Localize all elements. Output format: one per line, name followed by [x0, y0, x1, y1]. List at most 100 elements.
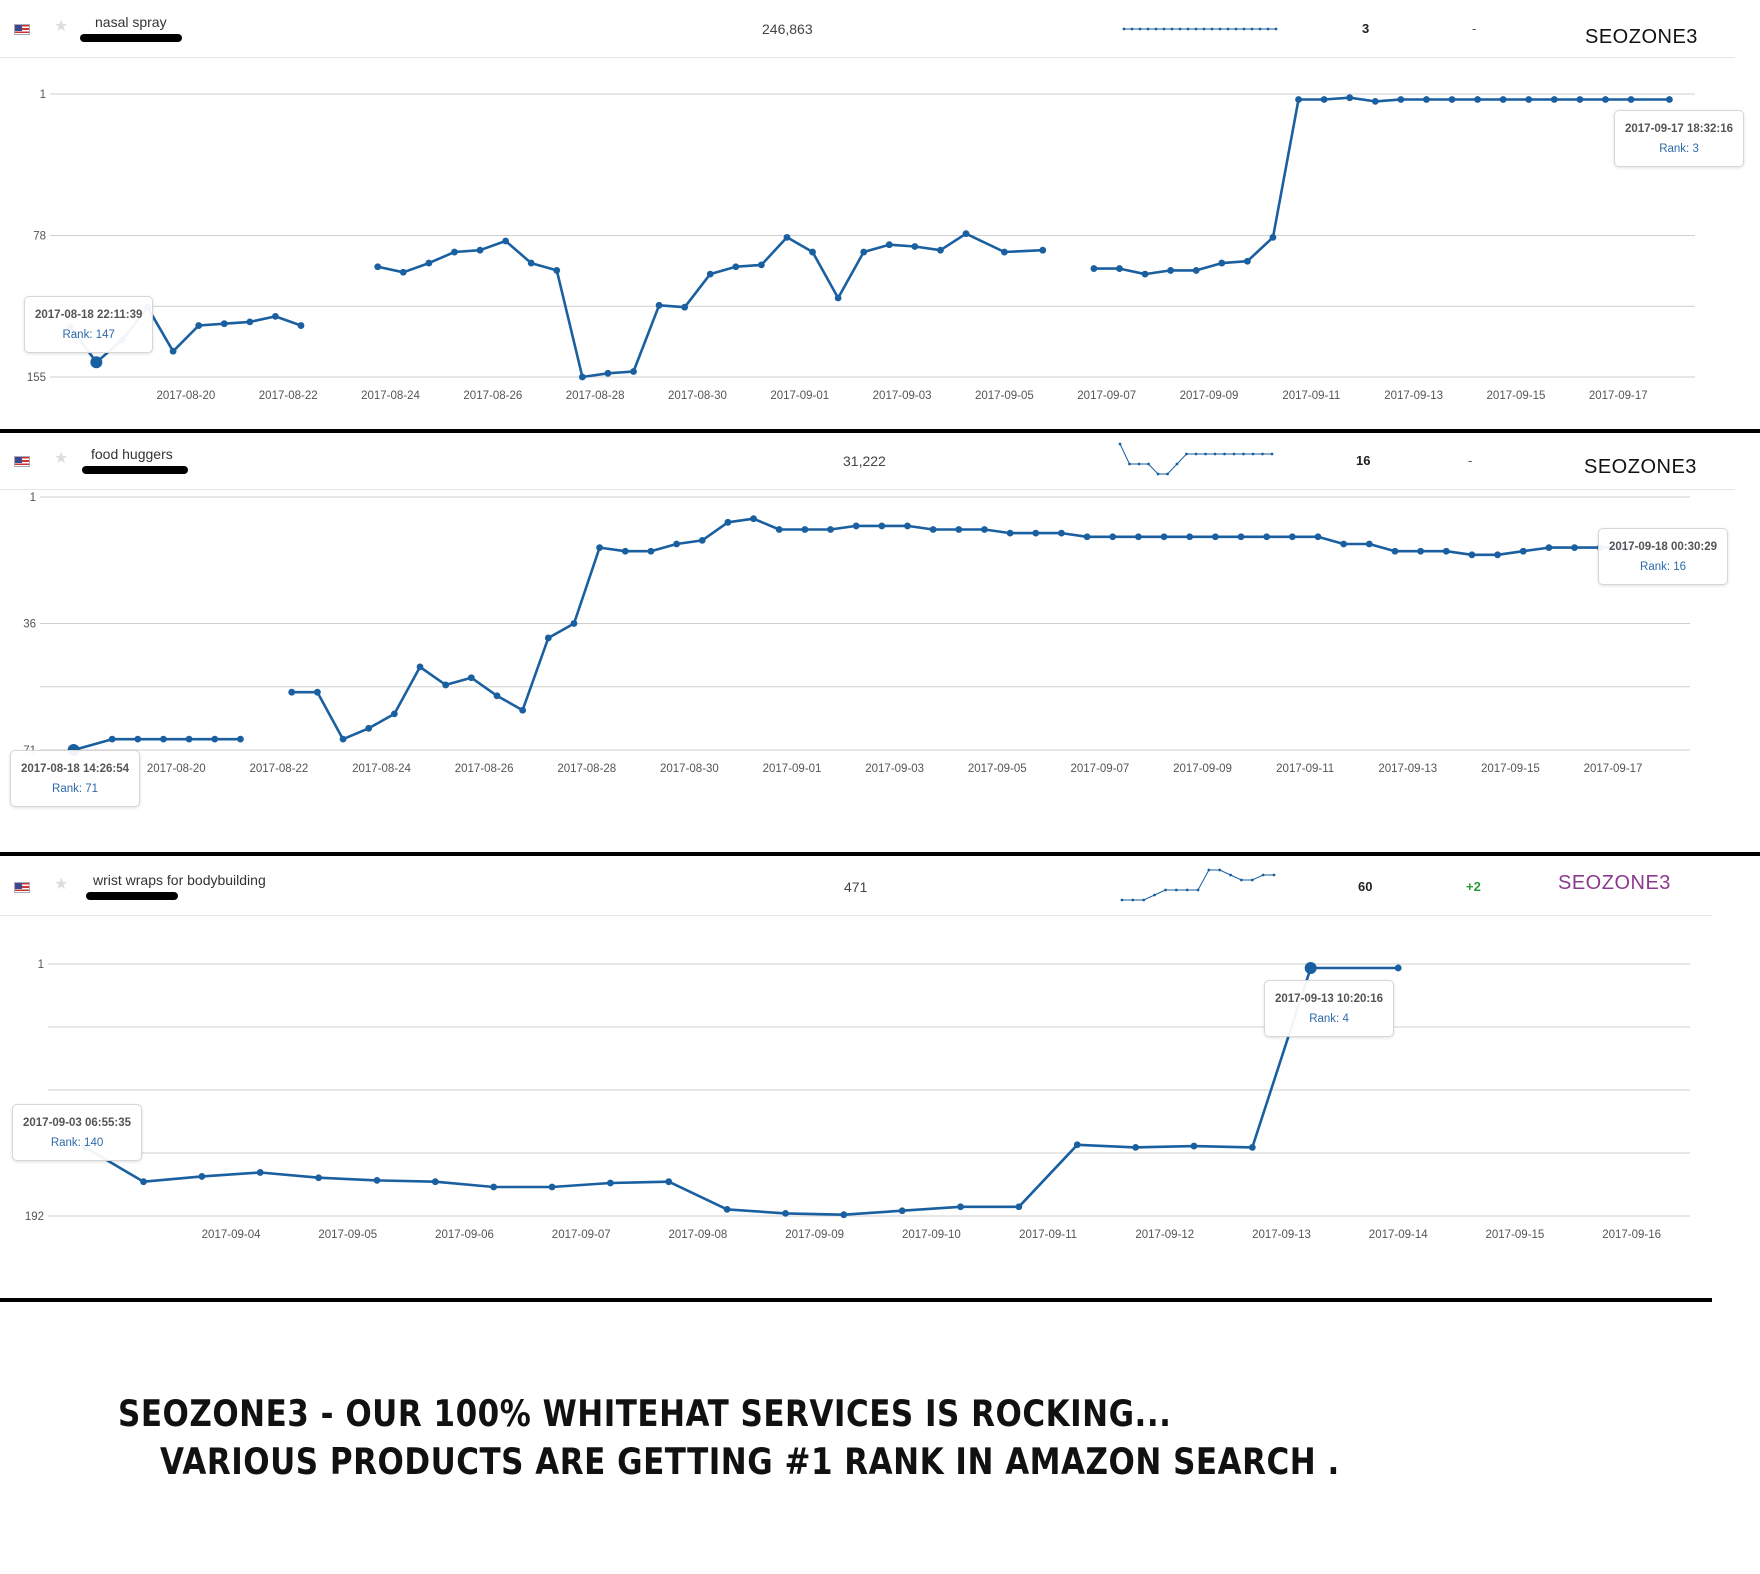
keyword-label[interactable]: food huggers	[91, 446, 173, 462]
sparkline-point	[1186, 27, 1190, 31]
y-tick-label: 1	[40, 89, 46, 101]
data-point	[246, 318, 254, 326]
x-tick-label: 2017-08-20	[156, 390, 215, 402]
data-point	[527, 259, 535, 267]
x-tick-label: 2017-09-08	[669, 1229, 728, 1241]
tooltip-rank: Rank: 16	[1640, 561, 1687, 573]
data-point	[1141, 270, 1149, 278]
sparkline-point	[1166, 472, 1169, 476]
sparkline-point	[1130, 27, 1134, 31]
data-point	[1248, 1143, 1256, 1151]
x-tick-label: 2017-09-13	[1378, 763, 1437, 775]
x-tick-label: 2017-09-09	[1180, 390, 1239, 402]
sparkline-point	[1232, 452, 1236, 456]
sparkline-point	[1162, 27, 1166, 31]
data-point	[1602, 96, 1609, 103]
data-point	[904, 522, 911, 530]
sparkline-point	[1194, 452, 1198, 456]
redaction-mark	[86, 892, 178, 900]
x-tick-label: 2017-09-17	[1584, 763, 1643, 775]
brand-label: SEOZONE3	[1558, 872, 1671, 894]
data-point	[681, 303, 689, 311]
data-point	[929, 526, 937, 533]
data-point	[1365, 540, 1373, 548]
x-tick-label: 2017-09-11	[1282, 390, 1340, 402]
rank-change: -	[1472, 21, 1477, 36]
data-point	[502, 237, 510, 245]
footer-line-2: Various products are getting #1 Rank in …	[160, 1441, 1340, 1484]
rank-sparkline	[1120, 868, 1276, 902]
search-volume: 471	[844, 879, 868, 895]
data-point	[1576, 96, 1584, 103]
data-point	[757, 261, 765, 269]
data-point	[425, 259, 433, 267]
data-point	[898, 1207, 906, 1215]
sparkline-point	[1194, 27, 1198, 31]
data-point	[1039, 246, 1047, 254]
sparkline-point	[1240, 878, 1243, 882]
keyword-row[interactable]: ★ food huggers 31,222 16 - SEOZONE3	[0, 432, 1735, 490]
sparkline-point	[1218, 27, 1222, 31]
data-point	[1134, 533, 1142, 541]
data-point	[962, 230, 970, 238]
rank-chart: 1 78 155 2017-08-20 2017-08-22 2017-08-24 2017…	[27, 89, 1695, 402]
star-icon[interactable]: ★	[54, 876, 69, 893]
x-tick-label: 2017-09-14	[1369, 1229, 1428, 1241]
data-point	[1083, 533, 1091, 541]
x-tick-label: 2017-09-13	[1252, 1229, 1311, 1241]
x-tick-label: 2017-08-26	[455, 763, 514, 775]
data-point	[955, 526, 963, 533]
data-point	[1494, 551, 1501, 559]
data-point	[732, 263, 740, 271]
data-point	[1192, 267, 1200, 274]
sparkline-point	[1266, 27, 1270, 31]
x-tick-label: 2017-08-28	[566, 390, 625, 402]
data-point	[1269, 233, 1277, 241]
sparkline-point	[1229, 873, 1232, 877]
keyword-label[interactable]: wrist wraps for bodybuilding	[93, 872, 266, 888]
sparkline-point	[1178, 27, 1182, 31]
x-tick-label: 2017-09-10	[902, 1229, 961, 1241]
x-tick-label: 2017-09-04	[202, 1229, 261, 1241]
data-point	[1116, 265, 1123, 272]
sparkline-point	[1196, 888, 1200, 892]
x-tick-label: 2017-09-13	[1384, 390, 1443, 402]
data-point	[1304, 961, 1317, 974]
x-tick-label: 2017-09-07	[1070, 763, 1129, 775]
x-tick-label: 2017-08-24	[361, 390, 420, 402]
data-point	[134, 735, 142, 743]
data-point	[981, 526, 988, 533]
data-point	[198, 1173, 206, 1180]
tooltip-end: 2017-09-18 00:30:29 Rank: 16	[1598, 528, 1729, 585]
data-point	[431, 1178, 439, 1186]
x-tick-label: 2017-08-20	[147, 763, 206, 775]
data-point	[1237, 533, 1245, 541]
data-point	[399, 268, 407, 276]
star-icon[interactable]: ★	[54, 18, 69, 35]
tooltip-timestamp: 2017-09-18 00:30:29	[1609, 541, 1718, 553]
x-tick-label: 2017-09-01	[763, 763, 822, 775]
data-point	[606, 1179, 614, 1187]
sparkline-point	[1242, 27, 1246, 31]
us-flag-icon	[14, 24, 30, 35]
keyword-label[interactable]: nasal spray	[95, 14, 167, 30]
data-point	[1263, 533, 1271, 541]
y-tick-label: 1	[30, 492, 36, 504]
sparkline-point	[1213, 452, 1217, 456]
x-tick-label: 2017-09-11	[1276, 763, 1334, 775]
data-point	[655, 301, 663, 309]
tooltip-timestamp: 2017-08-18 22:11:39	[35, 309, 143, 321]
data-point	[809, 248, 816, 256]
star-icon[interactable]: ★	[54, 450, 69, 467]
sparkline-point	[1138, 27, 1142, 31]
keyword-row[interactable]: ★ wrist wraps for bodybuilding 471 60 +2…	[0, 858, 1712, 916]
data-point	[1186, 533, 1194, 541]
sparkline-point	[1258, 27, 1262, 31]
data-point	[706, 270, 714, 278]
keyword-row[interactable]: ★ nasal spray 246,863 3 - SEOZONE3	[0, 0, 1735, 58]
data-point	[1320, 96, 1328, 103]
x-tick-label: 2017-08-30	[660, 763, 719, 775]
data-point	[723, 1206, 731, 1213]
data-point	[1571, 544, 1578, 551]
data-point	[698, 536, 706, 544]
